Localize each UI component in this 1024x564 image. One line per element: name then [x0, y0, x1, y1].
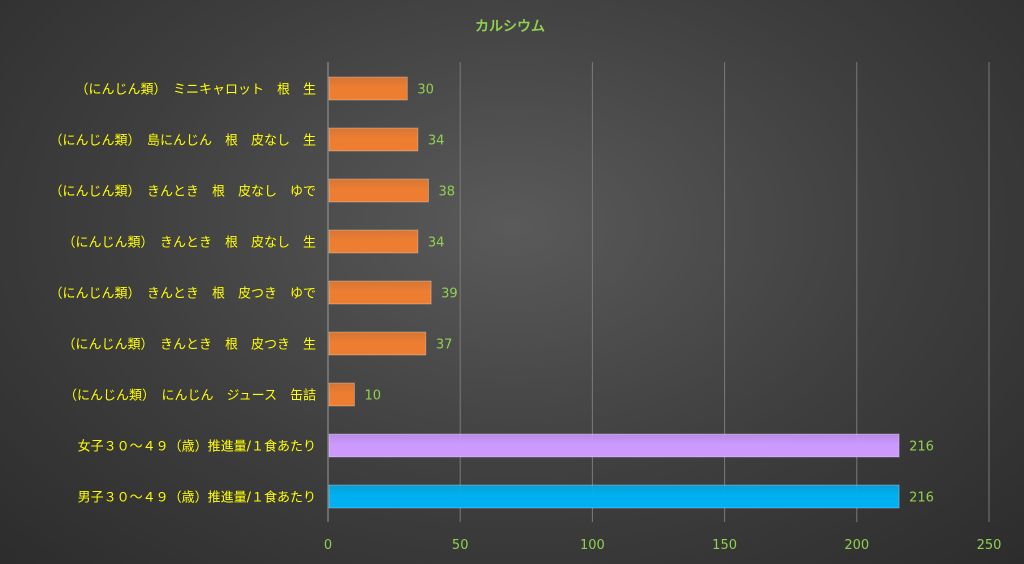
labels: 0 50 100 150 200 250 30 （にんじん類） ミニキャロット 根 生 34 （に…: [49, 83, 1001, 554]
data-label: 216: [909, 491, 934, 506]
bar-6: [328, 331, 427, 356]
bar-3: [328, 178, 429, 203]
x-tick-label: 200: [844, 538, 869, 553]
category-label: （にんじん類） 島にんじん 根 皮なし 生: [49, 134, 316, 149]
chart-title: カルシウム: [475, 19, 545, 35]
x-tick-label: 0: [324, 538, 332, 553]
x-tick-label: 150: [712, 538, 737, 553]
bar-5: [328, 280, 432, 305]
category-label: 男子３０～４９（歳）推進量/１食あたり: [78, 490, 316, 506]
category-label: （にんじん類） きんとき 根 皮なし ゆで: [49, 185, 316, 200]
x-tick-label: 100: [580, 538, 605, 553]
data-label: 216: [909, 440, 934, 455]
category-label: （にんじん類） にんじん ジュース 缶詰: [64, 388, 316, 404]
bar-4: [328, 229, 419, 254]
bar-2: [328, 127, 419, 152]
bar-7: [328, 382, 355, 407]
category-label: （にんじん類） きんとき 根 皮つき 生: [62, 338, 316, 353]
bars: [328, 76, 900, 509]
bar-1: [328, 76, 408, 101]
x-tick-label: 250: [977, 538, 1002, 553]
category-label: （にんじん類） きんとき 根 皮つき ゆで: [49, 287, 316, 302]
category-label: （にんじん類） ミニキャロット 根 生: [75, 83, 316, 98]
data-label: 39: [441, 287, 458, 302]
data-label: 34: [428, 236, 445, 251]
data-label: 38: [438, 185, 455, 200]
data-label: 10: [364, 389, 381, 404]
data-label: 34: [428, 134, 445, 149]
category-label: （にんじん類） きんとき 根 皮なし 生: [62, 236, 316, 251]
x-tick-label: 50: [452, 538, 469, 553]
bar-8: [328, 433, 900, 458]
category-label: 女子３０～４９（歳）推進量/１食あたり: [78, 439, 316, 455]
data-label: 30: [417, 83, 434, 98]
data-label: 37: [436, 338, 453, 353]
bar-9: [328, 484, 900, 509]
